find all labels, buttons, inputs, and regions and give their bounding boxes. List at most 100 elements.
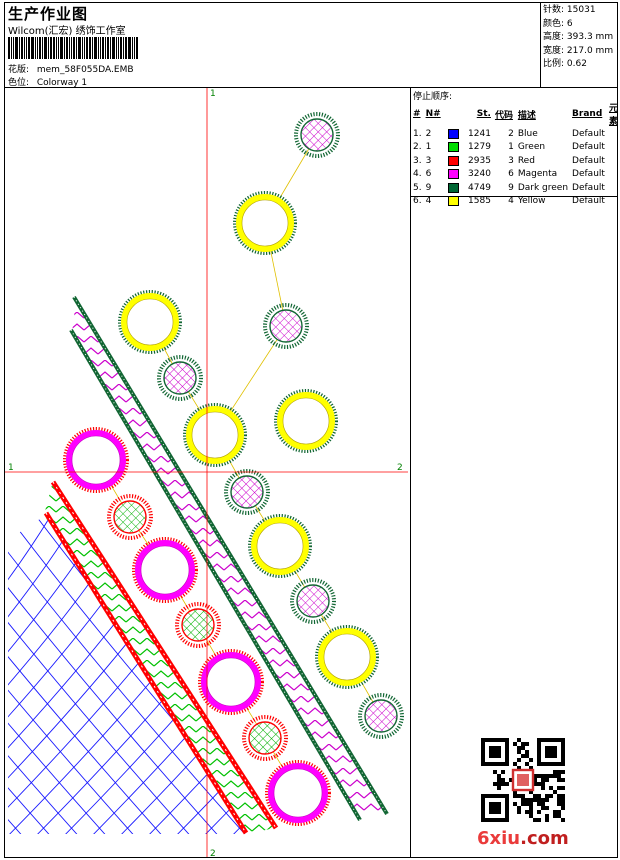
- crosshair: [5, 88, 408, 857]
- seq-needle: 4: [425, 196, 432, 207]
- sequence-row: 4. 6 3240 6 Magenta Default: [411, 168, 620, 182]
- watermark-part2: .com: [520, 828, 569, 849]
- side-panel: [410, 196, 618, 858]
- sequence-row: 1. 2 1241 2 Blue Default: [411, 127, 620, 141]
- color-swatch: [448, 142, 460, 152]
- barcode: [8, 37, 178, 59]
- stat-label: 宽度:: [543, 45, 565, 56]
- stat-value: 217.0 mm: [566, 45, 614, 56]
- axis-label-bottom: 2: [210, 849, 216, 859]
- seq-index: 3.: [413, 155, 422, 166]
- design-stats: 针数: 15031 颜色: 6 高度: 393.3 mm 宽度: 217.0 m…: [543, 4, 613, 72]
- color-swatch: [448, 155, 460, 166]
- circle-motif: [263, 303, 309, 349]
- seq-index: 1.: [413, 128, 422, 139]
- seq-description: Green: [517, 142, 546, 153]
- sequence-row: 2. 1 1279 1 Green Default: [411, 141, 620, 155]
- stat-value: 0.62: [566, 59, 587, 69]
- circle-motif: [107, 494, 153, 540]
- seq-description: Dark green: [517, 182, 569, 193]
- color-swatch: [448, 169, 460, 179]
- seq-needle: 9: [425, 182, 432, 193]
- circle-motif: [290, 578, 336, 624]
- seq-code: 1: [508, 142, 514, 153]
- seq-color: [446, 181, 462, 195]
- qr-code-icon: [481, 738, 565, 822]
- col-stitches: St.: [476, 109, 491, 119]
- seq-code: 3: [508, 155, 514, 166]
- seq-needle: 2: [425, 128, 432, 139]
- seq-stitches: 4749: [468, 182, 491, 193]
- col-brand: Brand: [572, 109, 603, 119]
- seq-stitches: 1241: [468, 128, 491, 139]
- axis-label-top: 1: [210, 89, 216, 99]
- circle-motif: [358, 693, 404, 739]
- seq-color: [446, 168, 462, 182]
- stat-row: 高度: 393.3 mm: [543, 31, 613, 45]
- col-needle: N#: [425, 109, 441, 119]
- stat-row: 比例: 0.62: [543, 58, 613, 72]
- circle-motif: [118, 290, 182, 354]
- seq-index: 4.: [413, 169, 422, 180]
- seq-index: 5.: [413, 182, 422, 193]
- seq-color: [446, 154, 462, 168]
- design-label: 花版:: [8, 65, 30, 75]
- stat-row: 宽度: 217.0 mm: [543, 45, 613, 59]
- circle-motif: [224, 469, 270, 515]
- seq-needle: 3: [425, 155, 432, 166]
- circle-motif: [294, 112, 340, 158]
- page-title: 生产作业图: [8, 5, 89, 23]
- seq-brand: Default: [572, 196, 605, 207]
- seq-needle: 1: [425, 142, 432, 153]
- seq-stitches: 1585: [468, 196, 491, 207]
- seq-index: 6.: [413, 196, 422, 207]
- seq-brand: Default: [572, 128, 605, 139]
- seq-description: Magenta: [517, 169, 558, 180]
- seq-needle: 6: [425, 169, 432, 180]
- circle-motif: [242, 715, 288, 761]
- seq-code: 2: [508, 128, 514, 139]
- stat-row: 颜色: 6: [543, 18, 613, 32]
- col-code: 代码: [494, 110, 513, 121]
- colorway-value: Colorway 1: [36, 78, 88, 88]
- sequence-row: 3. 3 2935 3 Red Default: [411, 154, 620, 168]
- design-file-row: 花版: mem_58F055DA.EMB: [8, 62, 134, 75]
- stat-row: 针数: 15031: [543, 4, 613, 18]
- seq-color: [446, 195, 462, 209]
- stat-label: 高度:: [543, 32, 565, 42]
- design-file-value: mem_58F055DA.EMB: [36, 65, 134, 75]
- seq-code: 9: [508, 182, 514, 193]
- stat-value: 15031: [566, 5, 596, 15]
- circle-motif: [233, 191, 297, 255]
- stat-value: 6: [566, 18, 573, 29]
- studio-name: Wilcom(汇宏) 绣饰工作室: [8, 26, 126, 37]
- seq-brand: Default: [572, 142, 605, 153]
- stats-panel: [540, 2, 618, 88]
- stat-label: 比例:: [543, 59, 565, 69]
- circle-motif: [175, 602, 221, 648]
- seq-code: 6: [508, 169, 514, 180]
- circle-motif: [198, 649, 264, 715]
- watermark-part1: 6xiu: [477, 828, 521, 849]
- circle-motif: [157, 355, 203, 401]
- seq-description: Red: [517, 155, 535, 166]
- seq-color: [446, 127, 462, 141]
- seq-stitches: 1279: [468, 142, 491, 153]
- sequence-table: # N# St. 代码 描述 Brand 元素 1. 2 1241 2 Blue Defa…: [411, 101, 620, 208]
- colorway-label: 色位:: [8, 78, 30, 88]
- stat-value: 393.3 mm: [566, 32, 614, 42]
- axis-label-right: 2: [397, 463, 403, 473]
- circle-motif: [132, 537, 198, 603]
- circle-motif: [265, 760, 331, 826]
- seq-brand: Default: [572, 155, 605, 166]
- seq-code: 4: [508, 196, 514, 207]
- seq-brand: Default: [572, 169, 605, 180]
- colorway-row: 色位: Colorway 1: [8, 75, 87, 88]
- color-swatch: [448, 182, 460, 193]
- watermark: 6xiu.com: [477, 828, 569, 849]
- red-satin-band: [43, 480, 279, 835]
- green-satin-band: [69, 295, 389, 822]
- sequence-title: 停止顺序:: [413, 92, 453, 102]
- sequence-row: 6. 4 1585 4 Yellow Default: [411, 195, 620, 209]
